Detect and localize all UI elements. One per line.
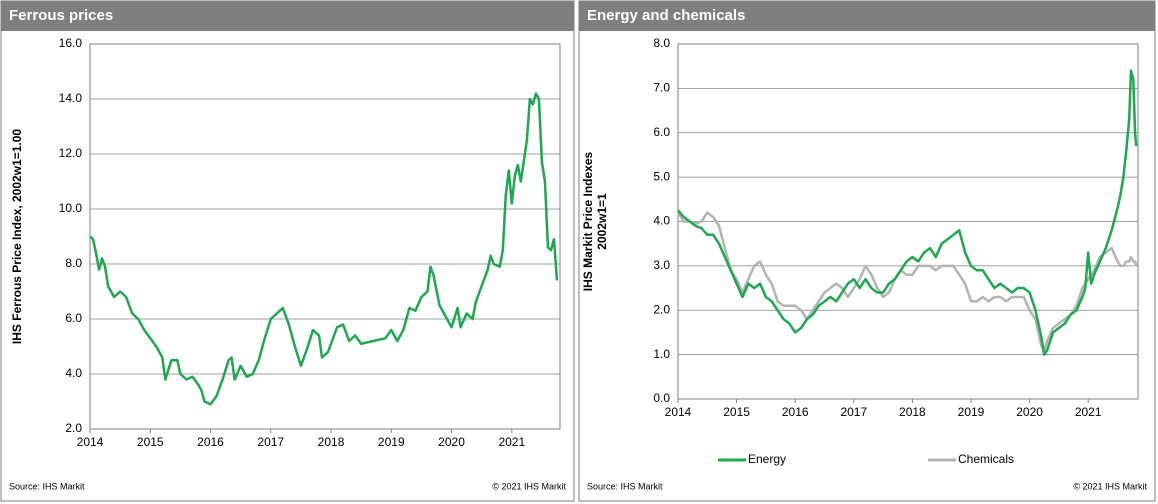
x-tick-label: 2019 xyxy=(378,435,405,449)
series-line xyxy=(676,211,1138,352)
panel-border xyxy=(0,0,575,502)
series-line xyxy=(677,69,1138,356)
x-tick-label: 2021 xyxy=(1075,405,1102,419)
legend-label: Energy xyxy=(748,452,786,466)
y-tick-label: 1.0 xyxy=(653,347,670,361)
y-tick-label: 6.0 xyxy=(65,311,82,325)
chart-title: Energy and chemicals xyxy=(587,7,745,24)
x-tick-label: 2020 xyxy=(1016,405,1043,419)
x-tick-label: 2014 xyxy=(665,405,692,419)
legend-label: Chemicals xyxy=(958,452,1014,466)
y-tick-label: 0.0 xyxy=(653,391,670,405)
y-tick-label: 12.0 xyxy=(59,146,83,160)
x-tick-label: 2017 xyxy=(840,405,867,419)
x-tick-label: 2020 xyxy=(438,435,465,449)
x-tick-label: 2018 xyxy=(318,435,345,449)
x-tick-label: 2015 xyxy=(137,435,164,449)
x-tick-label: 2017 xyxy=(257,435,284,449)
x-tick-label: 2019 xyxy=(958,405,985,419)
plot-frame xyxy=(677,43,1139,400)
source-note: Source: IHS Markit xyxy=(587,481,663,491)
x-tick-label: 2016 xyxy=(197,435,224,449)
y-tick-label: 6.0 xyxy=(653,125,670,139)
y-tick-label: 3.0 xyxy=(653,258,670,272)
y-tick-label: 5.0 xyxy=(653,169,670,183)
plot-frame xyxy=(89,43,561,430)
x-tick-label: 2021 xyxy=(498,435,525,449)
y-tick-label: 7.0 xyxy=(653,81,670,95)
y-tick-label: 4.0 xyxy=(65,366,82,380)
panel-header xyxy=(1,1,574,31)
x-tick-label: 2015 xyxy=(723,405,750,419)
y-tick-label: 8.0 xyxy=(65,256,82,270)
chart-title: Ferrous prices xyxy=(9,7,113,24)
y-tick-label: 4.0 xyxy=(653,214,670,228)
x-tick-label: 2018 xyxy=(899,405,926,419)
y-tick-label: 10.0 xyxy=(59,201,83,215)
panel-border xyxy=(578,0,1156,502)
y-axis-label: IHS Markit Price Indexes xyxy=(581,151,595,291)
copyright-note: © 2021 IHS Markit xyxy=(1073,481,1147,491)
y-tick-label: 14.0 xyxy=(59,91,83,105)
y-tick-label: 2.0 xyxy=(653,302,670,316)
panel-header xyxy=(579,1,1155,31)
y-axis-label: IHS Ferrous Price Index, 2002w1=1.00 xyxy=(10,129,24,344)
y-tick-label: 16.0 xyxy=(59,36,83,50)
y-axis-label: 2002w1=1 xyxy=(595,193,609,250)
copyright-note: © 2021 IHS Markit xyxy=(492,481,566,491)
y-tick-label: 8.0 xyxy=(653,36,670,50)
x-tick-label: 2014 xyxy=(77,435,104,449)
source-note: Source: IHS Markit xyxy=(9,481,85,491)
data-line xyxy=(89,92,559,406)
x-tick-label: 2016 xyxy=(782,405,809,419)
y-tick-label: 2.0 xyxy=(65,421,82,435)
